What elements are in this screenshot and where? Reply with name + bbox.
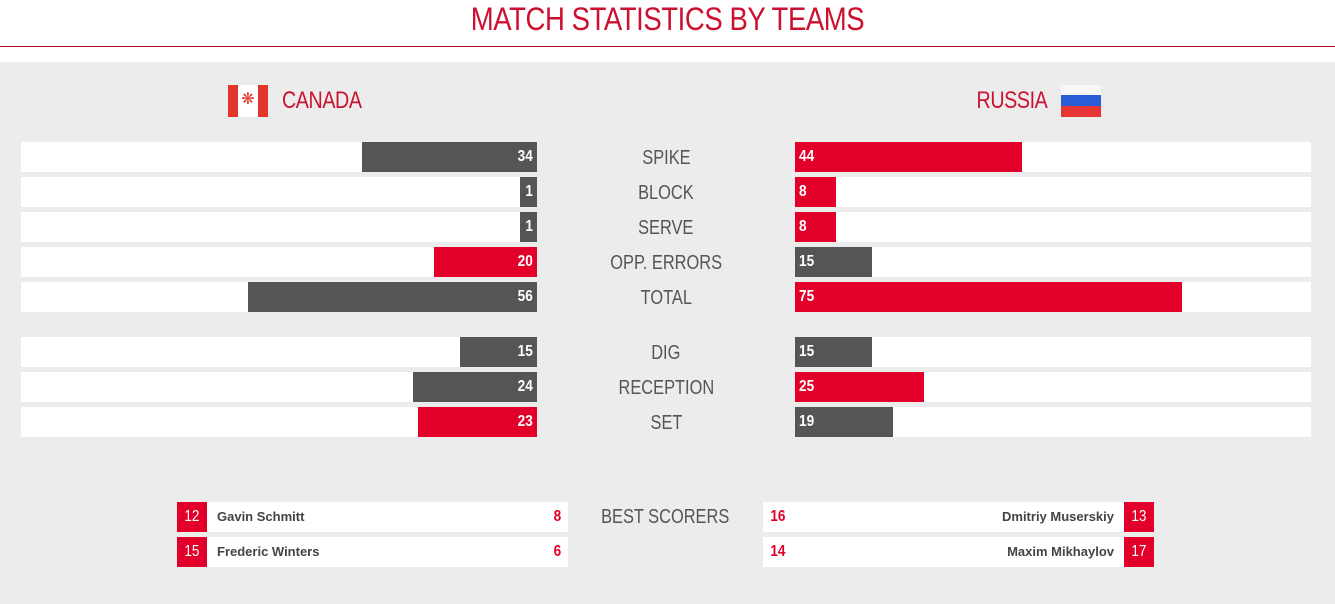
stat-track-home: 23: [21, 407, 537, 437]
stat-bar-home: 1: [520, 212, 537, 242]
stat-bar-away: 25: [795, 372, 924, 402]
player-points: 6: [553, 543, 562, 560]
stat-label: SET: [650, 412, 682, 434]
stat-track-away: 8: [795, 177, 1311, 207]
stat-track-away: 8: [795, 212, 1311, 242]
team-away-name: RUSSIA: [976, 87, 1047, 114]
stat-bar-home: 1: [520, 177, 537, 207]
stat-row: 1 BLOCK 8: [21, 177, 1311, 207]
page-title: MATCH STATISTICS BY TEAMS: [470, 1, 865, 37]
stat-track-home: 20: [21, 247, 537, 277]
stat-bar-away: 15: [795, 337, 872, 367]
stat-track-away: 19: [795, 407, 1311, 437]
stat-bar-away: 75: [795, 282, 1182, 312]
stat-track-away: 15: [795, 337, 1311, 367]
stat-label: DIG: [651, 342, 681, 364]
stat-label: BLOCK: [638, 182, 694, 204]
player-number: 12: [177, 502, 207, 532]
away-scorer-row: 16 Dmitriy Muserskiy 13: [763, 502, 1154, 532]
stat-row: 56 TOTAL 75: [21, 282, 1311, 312]
stat-label: SPIKE: [641, 147, 691, 169]
player-points: 14: [770, 543, 786, 560]
stat-track-home: 1: [21, 212, 537, 242]
stat-track-home: 15: [21, 337, 537, 367]
title-divider: [0, 46, 1335, 47]
stat-bar-home: 15: [460, 337, 537, 367]
player-number: 17: [1124, 537, 1154, 567]
stat-track-home: 56: [21, 282, 537, 312]
best-scorers-label: BEST SCORERS: [601, 506, 730, 528]
player-points: 8: [553, 508, 562, 525]
stat-track-home: 1: [21, 177, 537, 207]
stat-bar-away: 8: [795, 177, 836, 207]
player-number: 15: [177, 537, 207, 567]
player-points: 16: [770, 508, 786, 525]
stat-track-home: 24: [21, 372, 537, 402]
stat-row: 1 SERVE 8: [21, 212, 1311, 242]
away-scorer-row: 14 Maxim Mikhaylov 17: [763, 537, 1154, 567]
stat-track-home: 34: [21, 142, 537, 172]
stat-bar-home: 20: [434, 247, 537, 277]
stat-track-away: 44: [795, 142, 1311, 172]
stat-label: SERVE: [638, 217, 694, 239]
stat-bar-away: 44: [795, 142, 1022, 172]
player-name: Dmitriy Muserskiy: [1002, 509, 1114, 524]
stat-row: 20 OPP. ERRORS 15: [21, 247, 1311, 277]
stat-row: 34 SPIKE 44: [21, 142, 1311, 172]
stat-bar-away: 8: [795, 212, 836, 242]
team-home-name: CANADA: [282, 87, 362, 114]
player-name: Maxim Mikhaylov: [1007, 544, 1114, 559]
stat-row: 15 DIG 15: [21, 337, 1311, 367]
stat-bar-home: 24: [413, 372, 537, 402]
stat-track-away: 75: [795, 282, 1311, 312]
team-home: ❋ CANADA: [228, 84, 379, 118]
stat-track-away: 15: [795, 247, 1311, 277]
stat-row: 23 SET 19: [21, 407, 1311, 437]
home-scorer-row: 12 Gavin Schmitt 8: [177, 502, 568, 532]
player-name: Frederic Winters: [217, 544, 320, 559]
player-name: Gavin Schmitt: [217, 509, 305, 524]
team-away: RUSSIA: [961, 84, 1101, 118]
canada-flag-icon: ❋: [228, 85, 268, 117]
stat-track-away: 25: [795, 372, 1311, 402]
stat-label: OPP. ERRORS: [610, 252, 722, 274]
stat-bar-away: 15: [795, 247, 872, 277]
home-scorer-row: 15 Frederic Winters 6: [177, 537, 568, 567]
stat-bar-home: 56: [248, 282, 537, 312]
player-number: 13: [1124, 502, 1154, 532]
stat-bar-away: 19: [795, 407, 893, 437]
russia-flag-icon: [1061, 85, 1101, 117]
stat-bar-home: 23: [418, 407, 537, 437]
stat-label: RECEPTION: [618, 377, 714, 399]
stat-bar-home: 34: [362, 142, 537, 172]
stat-label: TOTAL: [640, 287, 692, 309]
stat-row: 24 RECEPTION 25: [21, 372, 1311, 402]
